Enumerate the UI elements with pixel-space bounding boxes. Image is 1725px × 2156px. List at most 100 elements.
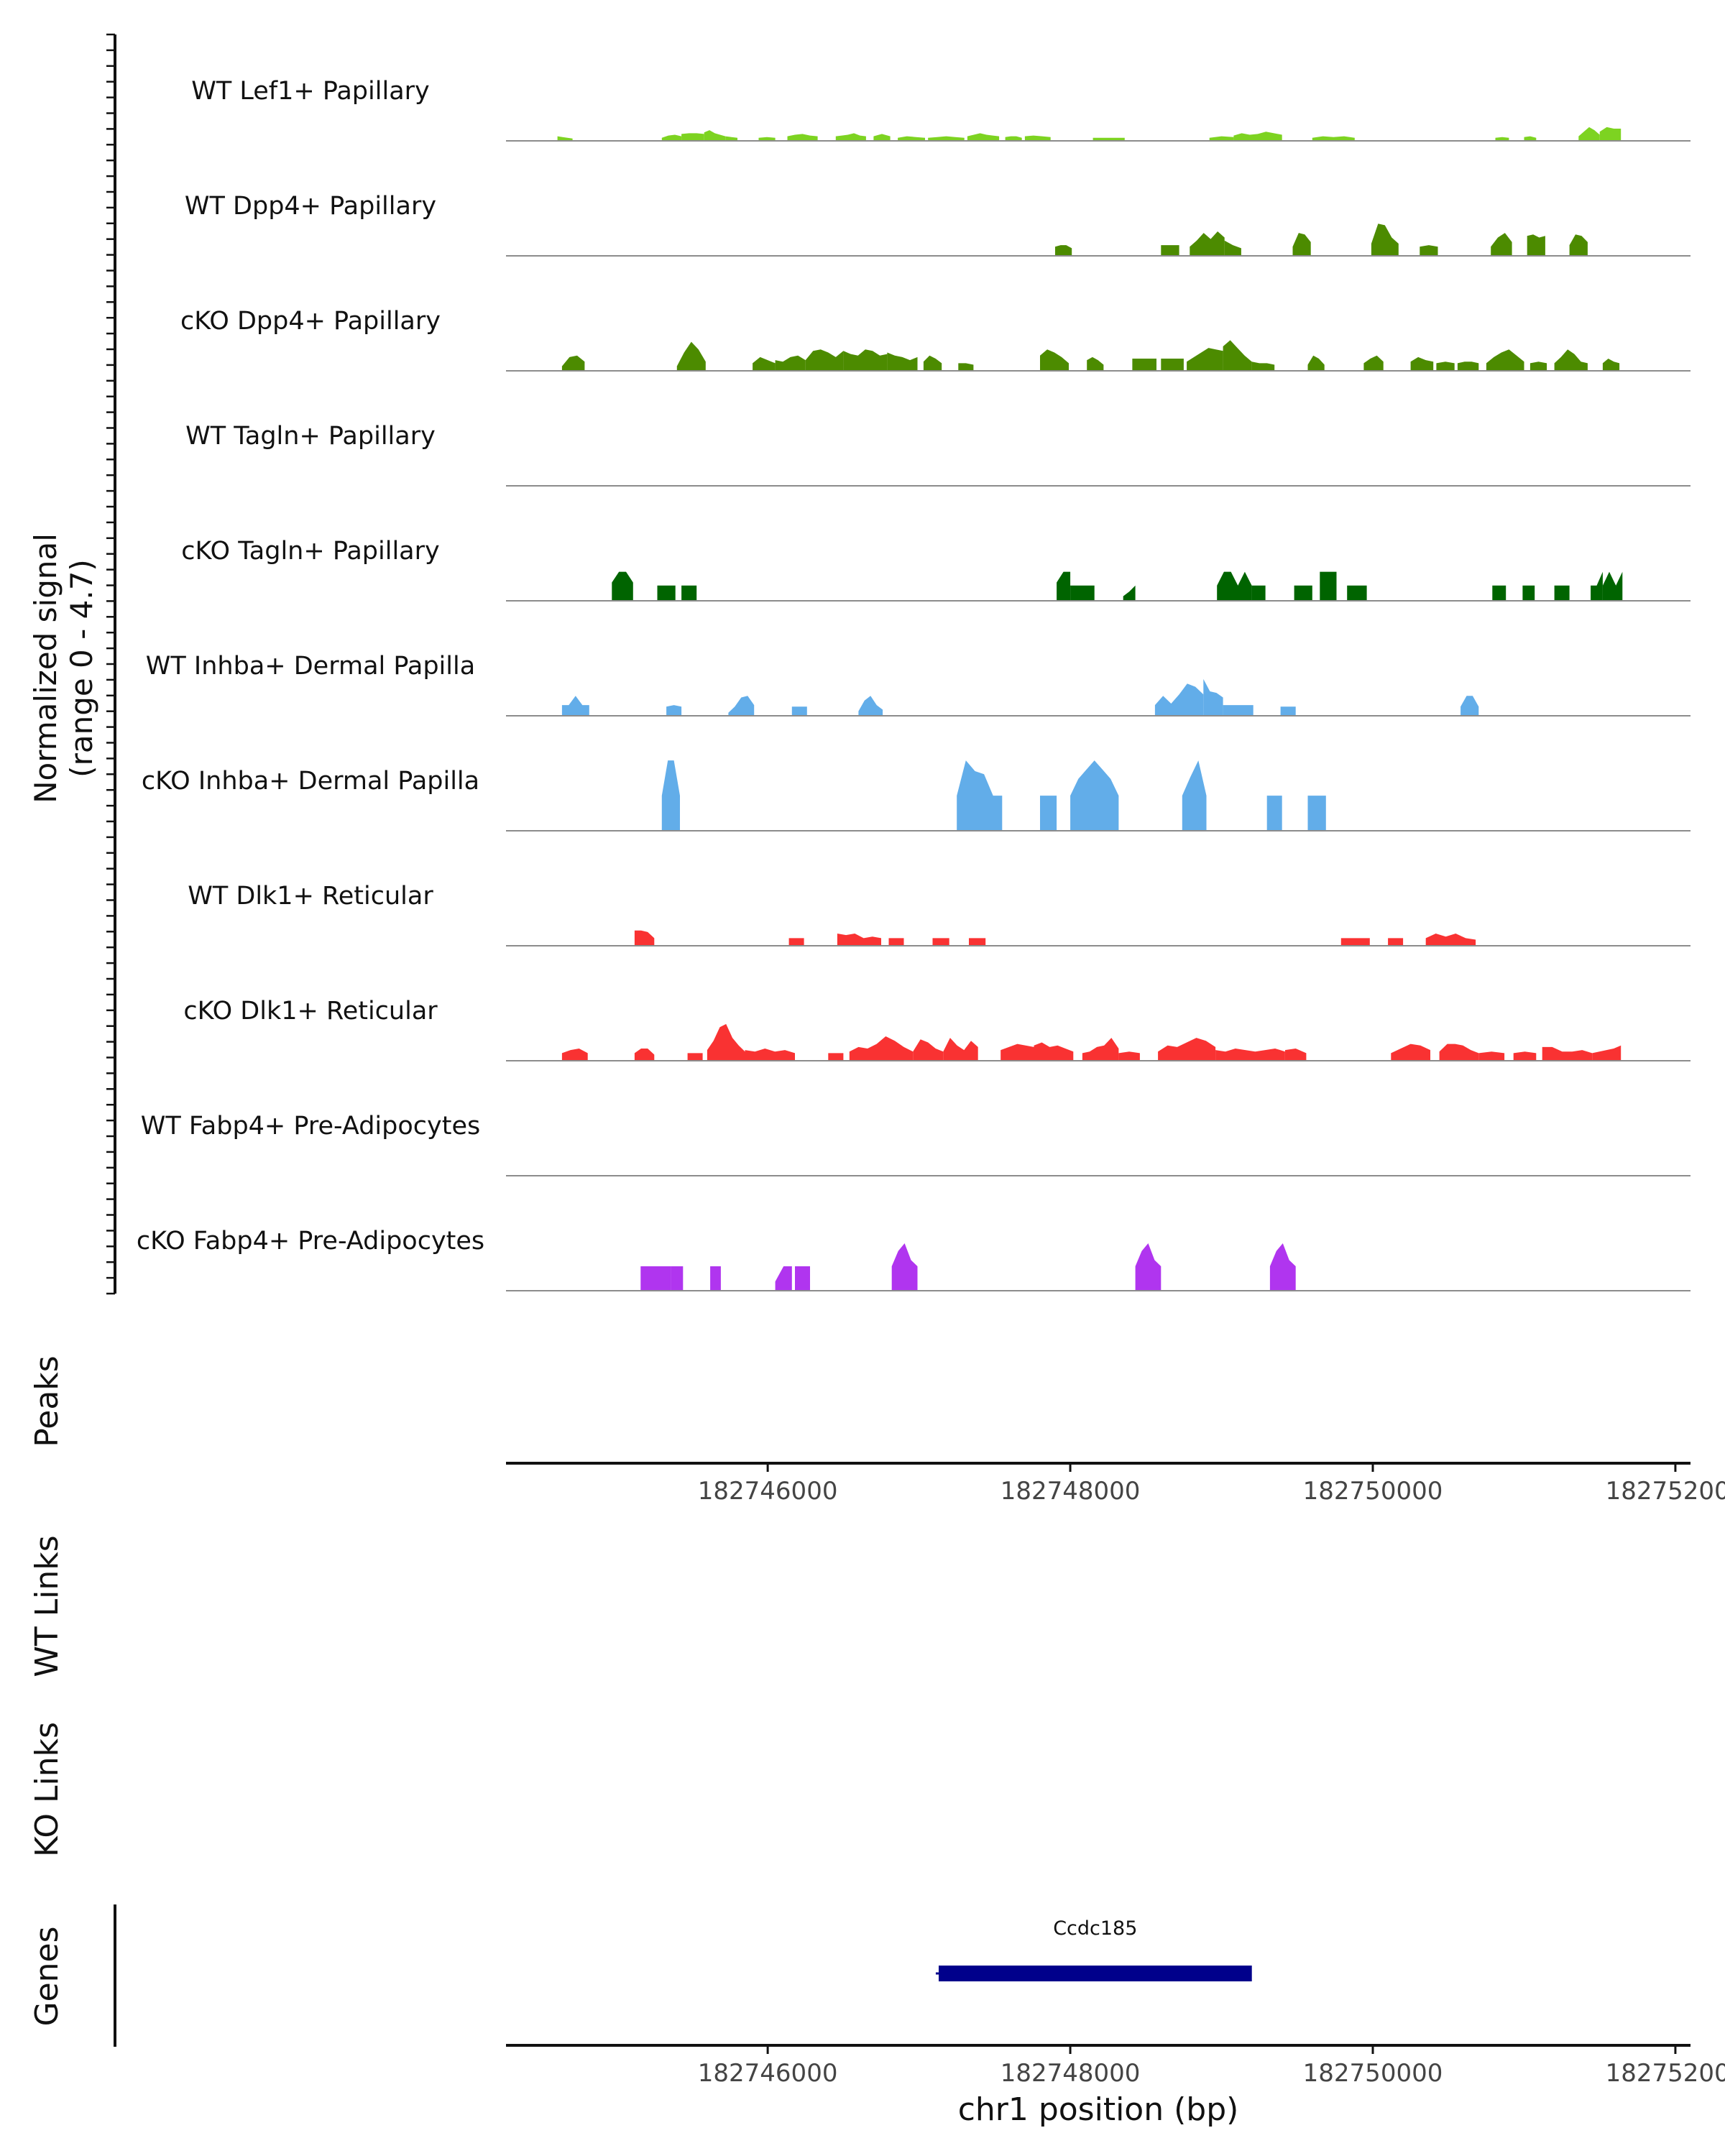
coverage-region-cko-tagln-papillary-7 xyxy=(1217,571,1252,601)
coverage-region-wt-lef1-papillary-6 xyxy=(758,137,776,141)
track-label-wt-dpp4-papillary: WT Dpp4+ Papillary xyxy=(185,192,436,221)
coverage-region-wt-lef1-papillary-15 xyxy=(1092,137,1125,141)
genes-x-tick-label-3: 182750000 xyxy=(1303,2059,1443,2088)
coverage-region-cko-dpp4-papillary-9 xyxy=(958,363,974,371)
coverage-region-wt-dpp4-papillary-7 xyxy=(1420,245,1438,256)
coverage-region-cko-tagln-papillary-3 xyxy=(681,585,697,601)
coverage-region-cko-tagln-papillary-14 xyxy=(1554,585,1570,601)
coverage-region-wt-inhba-dermal-papilla-4 xyxy=(791,706,807,716)
coverage-region-wt-lef1-papillary-19 xyxy=(1495,137,1509,141)
wt-links-panel-label: WT Links xyxy=(29,1535,65,1677)
coverage-region-cko-dlk1-reticular-10 xyxy=(1000,1044,1034,1061)
coverage-region-cko-dlk1-reticular-2 xyxy=(634,1049,655,1061)
y-axis-label-line2: (range 0 - 4.7) xyxy=(64,559,99,778)
coverage-region-cko-dlk1-reticular-22 xyxy=(1592,1045,1622,1061)
coverage-region-wt-dlk1-reticular-4 xyxy=(888,938,904,946)
coverage-region-wt-dlk1-reticular-1 xyxy=(634,930,655,946)
gene-label-ccdc185: Ccdc185 xyxy=(1053,1917,1137,1940)
coverage-region-cko-dpp4-papillary-25 xyxy=(1602,359,1620,371)
coverage-region-cko-fabp4-pre-adipocytes-6 xyxy=(891,1243,918,1291)
coverage-region-cko-dpp4-papillary-21 xyxy=(1457,361,1479,371)
coverage-region-cko-tagln-papillary-13 xyxy=(1522,585,1535,601)
coverage-region-cko-dpp4-papillary-11 xyxy=(1087,356,1104,371)
genes-panel-label: Genes xyxy=(29,1926,65,2026)
coverage-region-wt-dpp4-papillary-8 xyxy=(1491,233,1512,256)
peaks-x-tick-label-1: 182746000 xyxy=(698,1477,838,1506)
coverage-region-wt-lef1-papillary-22 xyxy=(1599,126,1622,141)
genes-x-tick-label-4: 182752000 xyxy=(1606,2059,1725,2088)
coverage-region-wt-lef1-papillary-13 xyxy=(1005,136,1022,141)
track-label-cko-dlk1-reticular: cKO Dlk1+ Reticular xyxy=(183,997,438,1026)
coverage-region-cko-dpp4-papillary-2 xyxy=(676,341,706,371)
coverage-region-cko-inhba-dermal-papilla-2 xyxy=(957,760,1003,831)
coverage-region-cko-fabp4-pre-adipocytes-1 xyxy=(640,1266,671,1291)
coverage-region-cko-dpp4-papillary-18 xyxy=(1363,355,1384,371)
coverage-region-cko-tagln-papillary-4 xyxy=(1057,571,1071,601)
coverage-region-wt-lef1-papillary-8 xyxy=(835,133,866,141)
coverage-region-cko-dlk1-reticular-11 xyxy=(1034,1042,1074,1061)
coverage-region-cko-tagln-papillary-12 xyxy=(1492,585,1506,601)
coverage-region-cko-dpp4-papillary-8 xyxy=(923,355,942,371)
coverage-region-cko-inhba-dermal-papilla-7 xyxy=(1307,796,1326,831)
coverage-region-wt-lef1-papillary-9 xyxy=(873,134,891,141)
coverage-region-cko-fabp4-pre-adipocytes-5 xyxy=(795,1266,810,1291)
coverage-region-wt-lef1-papillary-1 xyxy=(557,136,573,141)
coverage-region-wt-lef1-papillary-2 xyxy=(661,134,682,141)
coverage-region-wt-inhba-dermal-papilla-8 xyxy=(1223,705,1254,716)
coverage-region-cko-dlk1-reticular-16 xyxy=(1284,1049,1307,1061)
coverage-region-cko-tagln-papillary-10 xyxy=(1320,571,1337,601)
peaks-x-tick-label-3: 182750000 xyxy=(1303,1477,1443,1506)
coverage-region-cko-dlk1-reticular-6 xyxy=(828,1053,844,1061)
coverage-region-wt-dpp4-papillary-10 xyxy=(1569,234,1588,256)
coverage-region-wt-dlk1-reticular-6 xyxy=(969,938,986,946)
coverage-region-cko-fabp4-pre-adipocytes-7 xyxy=(1135,1243,1162,1291)
coverage-region-cko-inhba-dermal-papilla-5 xyxy=(1182,760,1207,831)
coverage-region-wt-dpp4-papillary-2 xyxy=(1161,245,1179,256)
coverage-region-wt-dpp4-papillary-4 xyxy=(1224,240,1241,256)
coverage-region-wt-dpp4-papillary-9 xyxy=(1527,234,1545,256)
track-label-wt-lef1-papillary: WT Lef1+ Papillary xyxy=(191,77,430,106)
coverage-region-wt-dpp4-papillary-1 xyxy=(1055,245,1072,256)
coverage-region-cko-dlk1-reticular-12 xyxy=(1082,1038,1119,1061)
coverage-region-cko-dpp4-papillary-12 xyxy=(1132,359,1156,371)
coverage-region-wt-dlk1-reticular-2 xyxy=(788,938,804,946)
x-axis-title: chr1 position (bp) xyxy=(958,2091,1239,2128)
peaks-panel-label: Peaks xyxy=(29,1355,65,1447)
coverage-region-wt-lef1-papillary-11 xyxy=(928,136,965,141)
coverage-region-cko-dpp4-papillary-1 xyxy=(561,355,585,371)
coverage-region-cko-dpp4-papillary-24 xyxy=(1554,349,1588,371)
coverage-region-wt-lef1-papillary-18 xyxy=(1312,136,1355,141)
coverage-region-cko-dpp4-papillary-23 xyxy=(1530,361,1547,371)
coverage-tracks: WT Lef1+ Papillary WT Dpp4+ Papillary cKO … xyxy=(137,77,1690,1291)
coverage-region-cko-tagln-papillary-6 xyxy=(1123,585,1136,601)
peaks-x-tick-label-2: 182748000 xyxy=(1000,1477,1141,1506)
coverage-region-wt-inhba-dermal-papilla-9 xyxy=(1280,706,1296,716)
coverage-region-wt-lef1-papillary-7 xyxy=(787,134,818,141)
track-label-cko-dpp4-papillary: cKO Dpp4+ Papillary xyxy=(180,307,441,336)
coverage-region-cko-dlk1-reticular-14 xyxy=(1158,1038,1216,1061)
coverage-region-cko-dlk1-reticular-19 xyxy=(1478,1051,1505,1061)
coverage-region-cko-tagln-papillary-15 xyxy=(1591,571,1603,601)
coverage-region-wt-lef1-papillary-3 xyxy=(681,133,704,141)
axes: 182746000 182748000 182750000 182752000 1827… xyxy=(106,33,1725,2088)
coverage-region-cko-dlk1-reticular-17 xyxy=(1391,1044,1430,1061)
coverage-region-cko-inhba-dermal-papilla-4 xyxy=(1070,760,1119,831)
coverage-region-wt-inhba-dermal-papilla-10 xyxy=(1460,696,1479,716)
coverage-region-cko-tagln-papillary-5 xyxy=(1070,585,1095,601)
coverage-region-wt-lef1-papillary-14 xyxy=(1024,135,1051,141)
gene-body-ccdc185 xyxy=(939,1966,1252,1981)
coverage-region-cko-dpp4-papillary-5 xyxy=(805,349,844,371)
coverage-region-cko-dlk1-reticular-7 xyxy=(849,1036,914,1061)
coverage-region-cko-dlk1-reticular-5 xyxy=(745,1049,795,1061)
track-label-cko-tagln-papillary: cKO Tagln+ Papillary xyxy=(181,537,440,566)
peaks-x-tick-label-4: 182752000 xyxy=(1606,1477,1725,1506)
coverage-region-cko-inhba-dermal-papilla-3 xyxy=(1040,796,1057,831)
coverage-region-cko-dlk1-reticular-3 xyxy=(687,1053,703,1061)
coverage-region-wt-inhba-dermal-papilla-7 xyxy=(1203,678,1223,716)
coverage-region-wt-lef1-papillary-16 xyxy=(1209,136,1234,141)
coverage-region-cko-dpp4-papillary-3 xyxy=(753,356,776,371)
coverage-region-wt-dpp4-papillary-3 xyxy=(1190,231,1225,256)
track-label-cko-fabp4-pre-adipocytes: cKO Fabp4+ Pre-Adipocytes xyxy=(137,1227,484,1256)
coverage-region-cko-fabp4-pre-adipocytes-8 xyxy=(1269,1243,1296,1291)
